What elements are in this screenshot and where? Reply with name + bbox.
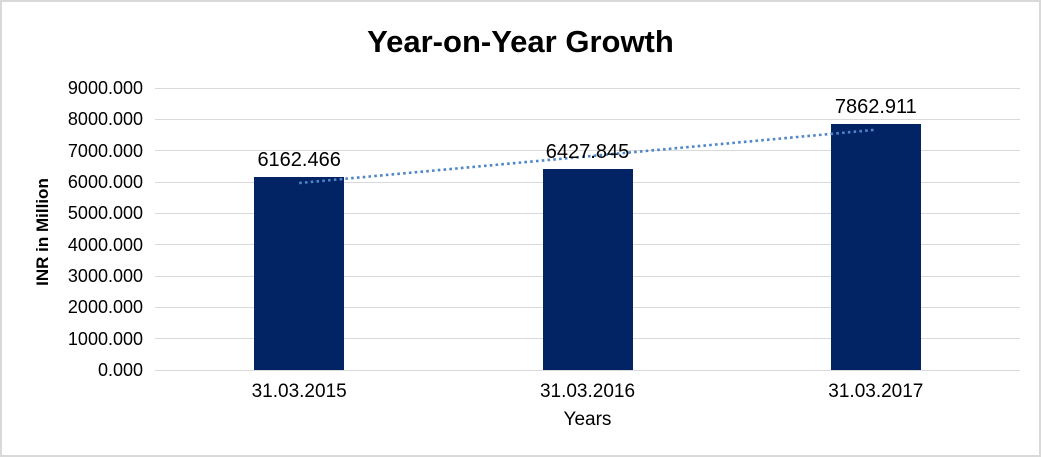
x-axis-title: Years — [563, 409, 612, 430]
x-tick-label: 31.03.2016 — [539, 381, 636, 402]
gridline — [155, 369, 1020, 371]
bar — [830, 123, 921, 370]
y-tick-label: 2000.000 — [67, 297, 143, 318]
x-tick-label: 31.03.2017 — [828, 381, 924, 402]
y-tick-label: 9000.000 — [67, 78, 143, 98]
trendline-layer — [299, 128, 876, 185]
bar — [542, 168, 633, 370]
gridline — [155, 87, 1020, 89]
y-tick-label: 1000.000 — [67, 328, 143, 349]
y-tick-label: 3000.000 — [67, 266, 143, 286]
trendline — [299, 128, 876, 185]
bar — [254, 176, 345, 370]
y-tick-label: 8000.000 — [67, 109, 143, 130]
x-tick-label: 31.03.2015 — [251, 381, 347, 402]
y-tick-label: 5000.000 — [67, 203, 143, 224]
plot-area — [155, 87, 1020, 371]
gridline — [155, 118, 1020, 120]
bar-data-label: 6162.466 — [257, 148, 341, 171]
gridline — [155, 150, 1020, 152]
y-tick-label: 6000.000 — [67, 172, 143, 192]
y-tick-label: 0.000 — [97, 360, 143, 380]
bar-data-label: 6427.845 — [545, 140, 630, 163]
chart-title: Year-on-Year Growth — [367, 24, 674, 59]
y-tick-label: 7000.000 — [67, 140, 143, 161]
bar-data-label: 7862.911 — [834, 95, 917, 118]
y-tick-label: 4000.000 — [67, 234, 143, 255]
